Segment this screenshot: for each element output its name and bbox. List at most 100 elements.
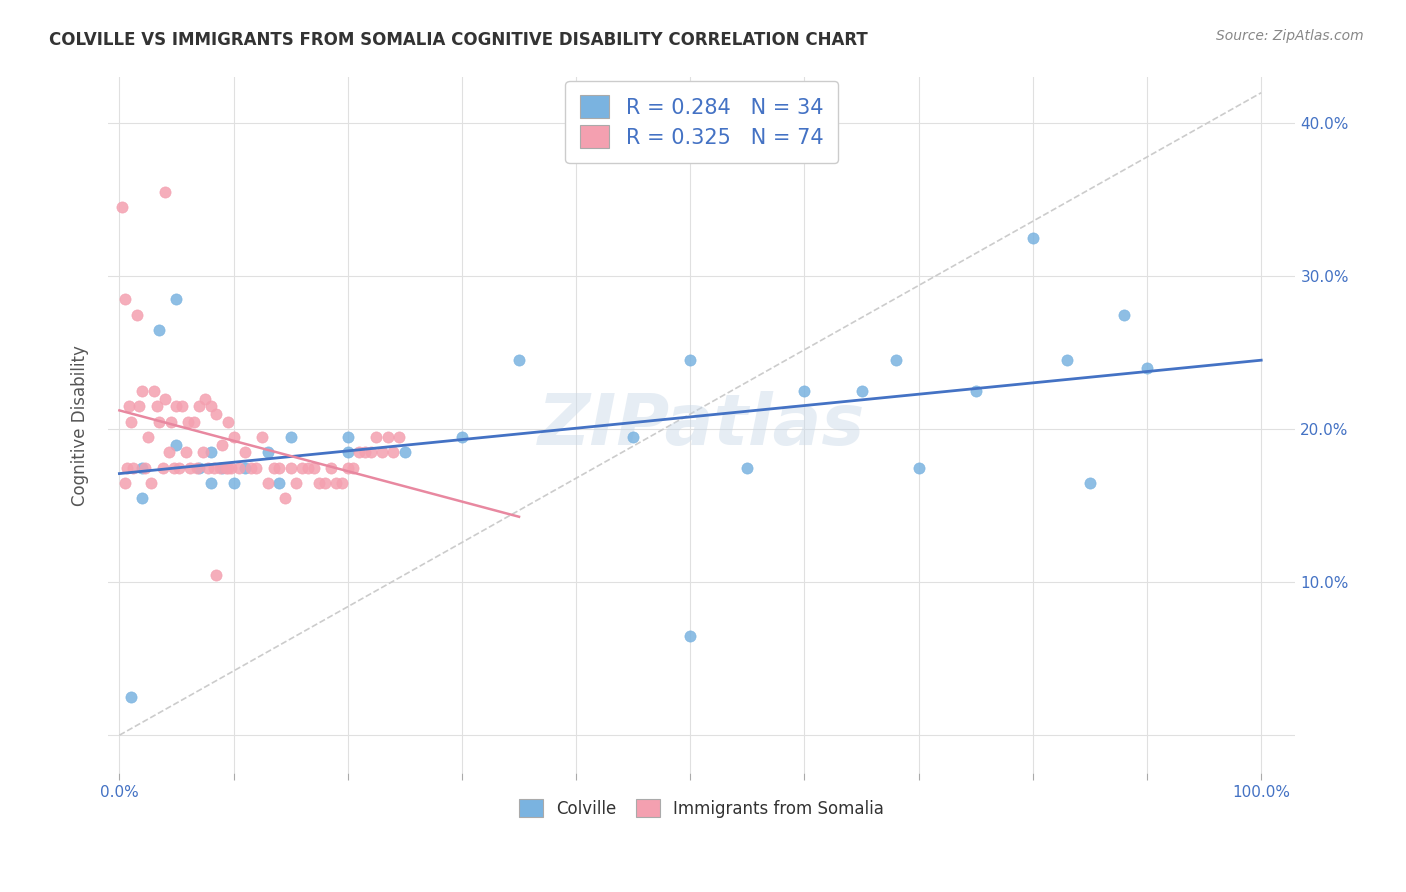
Point [256, 445, 278, 459]
Text: ZIPatlas: ZIPatlas [538, 391, 866, 460]
Point [197, 460, 219, 475]
Point [166, 437, 188, 451]
Point [131, 491, 153, 505]
Point [148, 323, 170, 337]
Point [202, 460, 225, 475]
Point [382, 445, 405, 459]
Point [228, 460, 250, 475]
Point [884, 353, 907, 368]
Point [200, 400, 222, 414]
Point [120, 415, 142, 429]
Point [291, 460, 314, 475]
Point [117, 460, 139, 475]
Point [114, 292, 136, 306]
Point [211, 437, 233, 451]
Point [188, 400, 211, 414]
Point [679, 629, 702, 643]
Point [120, 690, 142, 704]
Point [142, 384, 165, 398]
Point [621, 430, 644, 444]
Point [336, 460, 359, 475]
Point [153, 185, 176, 199]
Point [354, 445, 377, 459]
Point [793, 384, 815, 398]
Point [1078, 475, 1101, 490]
Point [245, 460, 267, 475]
Point [394, 445, 416, 459]
Point [371, 445, 394, 459]
Point [737, 460, 759, 475]
Point [297, 460, 319, 475]
Point [280, 430, 302, 444]
Point [451, 430, 474, 444]
Point [159, 415, 181, 429]
Point [136, 430, 159, 444]
Point [336, 445, 359, 459]
Point [141, 475, 163, 490]
Point [131, 460, 153, 475]
Point [508, 353, 530, 368]
Point [221, 460, 243, 475]
Point [174, 445, 197, 459]
Point [330, 475, 353, 490]
Legend: Colville, Immigrants from Somalia: Colville, Immigrants from Somalia [513, 793, 890, 824]
Y-axis label: Cognitive Disability: Cognitive Disability [72, 345, 89, 506]
Point [274, 491, 297, 505]
Point [179, 460, 201, 475]
Point [302, 460, 325, 475]
Point [1056, 353, 1078, 368]
Point [166, 400, 188, 414]
Point [191, 445, 214, 459]
Point [907, 460, 929, 475]
Point [131, 384, 153, 398]
Point [153, 392, 176, 406]
Text: COLVILLE VS IMMIGRANTS FROM SOMALIA COGNITIVE DISABILITY CORRELATION CHART: COLVILLE VS IMMIGRANTS FROM SOMALIA COGN… [49, 31, 868, 49]
Point [347, 445, 370, 459]
Point [217, 460, 239, 475]
Point [263, 460, 285, 475]
Point [319, 460, 342, 475]
Point [211, 460, 233, 475]
Point [222, 430, 245, 444]
Point [114, 475, 136, 490]
Point [172, 400, 194, 414]
Point [217, 415, 239, 429]
Point [194, 392, 217, 406]
Text: Source: ZipAtlas.com: Source: ZipAtlas.com [1216, 29, 1364, 43]
Point [200, 475, 222, 490]
Point [308, 475, 330, 490]
Point [166, 292, 188, 306]
Point [117, 400, 139, 414]
Point [146, 400, 169, 414]
Point [679, 353, 702, 368]
Point [269, 460, 291, 475]
Point [280, 460, 302, 475]
Point [388, 430, 411, 444]
Point [222, 475, 245, 490]
Point [122, 460, 145, 475]
Point [186, 460, 208, 475]
Point [239, 460, 262, 475]
Point [128, 400, 150, 414]
Point [325, 475, 347, 490]
Point [1114, 308, 1136, 322]
Point [200, 445, 222, 459]
Point [269, 475, 291, 490]
Point [851, 384, 873, 398]
Point [148, 415, 170, 429]
Point [157, 445, 180, 459]
Point [167, 460, 190, 475]
Point [152, 460, 174, 475]
Point [965, 384, 987, 398]
Point [233, 460, 256, 475]
Point [1136, 361, 1159, 376]
Point [177, 415, 200, 429]
Point [360, 445, 382, 459]
Point [214, 460, 236, 475]
Point [1022, 231, 1045, 245]
Point [208, 460, 231, 475]
Point [342, 460, 364, 475]
Point [111, 201, 134, 215]
Point [250, 430, 273, 444]
Point [163, 460, 186, 475]
